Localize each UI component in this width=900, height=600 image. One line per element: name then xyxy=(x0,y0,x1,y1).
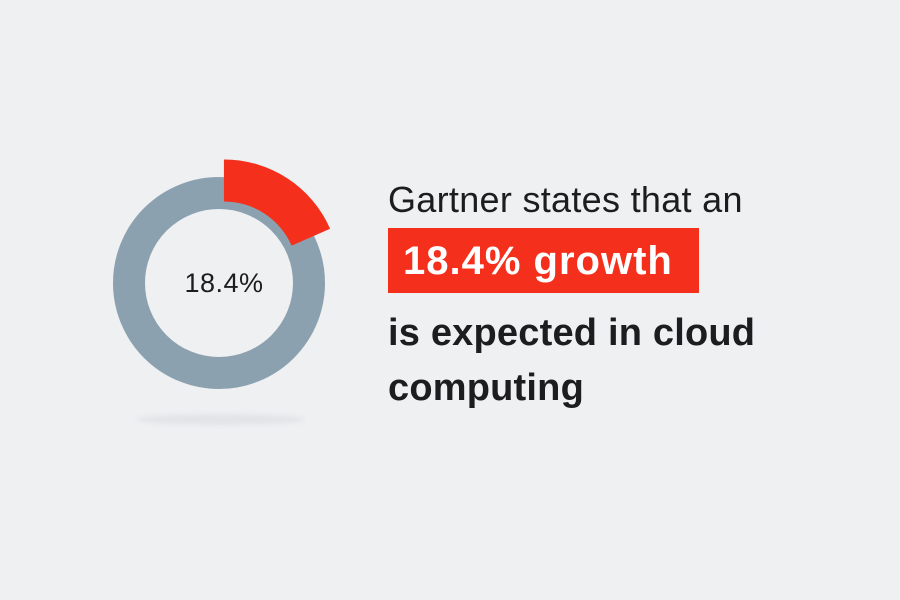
donut-shadow xyxy=(137,414,305,425)
donut-ring-remainder xyxy=(113,177,325,389)
caption-rest: is expected in cloud computing xyxy=(388,311,756,409)
caption-line-1: Gartner states that an xyxy=(388,179,743,220)
donut-chart-area: 18.4% xyxy=(99,148,349,448)
donut-center-label: 18.4% xyxy=(184,268,264,298)
caption-highlight-growth: 18.4% growth xyxy=(388,227,699,293)
donut-chart xyxy=(113,159,331,389)
donut-slice-growth xyxy=(223,159,331,246)
caption-block: Gartner states that an 18.4% growth is e… xyxy=(388,180,808,416)
